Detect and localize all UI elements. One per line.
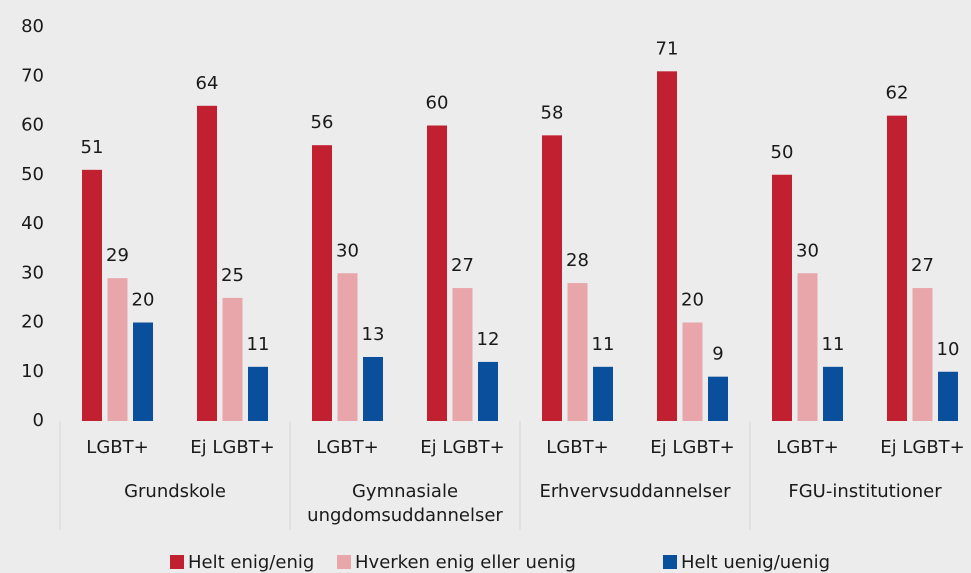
- x-tick-label: LGBT+: [546, 437, 608, 458]
- x-tick-label: LGBT+: [316, 437, 378, 458]
- y-tick-label: 40: [21, 213, 44, 234]
- bar: [478, 361, 498, 421]
- bar: [312, 145, 332, 421]
- legend-swatch: [337, 555, 351, 569]
- group-label: Grundskole: [124, 481, 226, 502]
- bar: [938, 371, 958, 421]
- data-label: 11: [592, 334, 615, 355]
- bar: [452, 288, 473, 421]
- legend-label: Helt enig/enig: [188, 552, 314, 573]
- x-tick-label: Ej LGBT+: [190, 437, 275, 458]
- data-label: 10: [937, 339, 960, 360]
- bar: [427, 125, 447, 421]
- data-label: 20: [132, 290, 155, 311]
- legend-swatch: [663, 555, 677, 569]
- data-label: 71: [656, 38, 679, 59]
- data-label: 28: [566, 250, 589, 271]
- bar: [107, 278, 128, 421]
- bar: [708, 376, 728, 421]
- data-label: 56: [311, 112, 334, 133]
- data-label: 62: [886, 83, 909, 104]
- legend-label: Helt uenig/uenig: [681, 552, 830, 573]
- bar: [657, 71, 677, 421]
- data-label: 27: [451, 255, 474, 276]
- y-tick-label: 20: [21, 312, 44, 333]
- legend-swatch: [170, 555, 184, 569]
- data-label: 25: [221, 265, 244, 286]
- data-label: 51: [81, 137, 104, 158]
- y-tick-label: 0: [33, 410, 44, 431]
- bar: [222, 297, 243, 421]
- data-label: 12: [477, 329, 500, 350]
- y-tick-label: 30: [21, 262, 44, 283]
- data-label: 27: [911, 255, 934, 276]
- data-label: 30: [796, 240, 819, 261]
- y-tick-label: 80: [21, 16, 44, 37]
- y-tick-label: 10: [21, 361, 44, 382]
- bar: [248, 366, 268, 421]
- x-tick-label: LGBT+: [776, 437, 838, 458]
- data-label: 11: [247, 334, 270, 355]
- bar: [363, 356, 383, 421]
- data-label: 64: [196, 73, 219, 94]
- bar: [593, 366, 613, 421]
- bar: [542, 135, 562, 421]
- data-label: 9: [712, 344, 723, 365]
- bar: [133, 322, 153, 421]
- bar: [772, 174, 792, 421]
- bar: [567, 283, 588, 421]
- bar: [797, 273, 818, 421]
- x-tick-label: Ej LGBT+: [420, 437, 505, 458]
- group-label: Gymnasiale ungdomsuddannelser: [307, 481, 503, 526]
- data-label: 29: [106, 245, 129, 266]
- bar: [912, 288, 933, 421]
- group-label: Erhvervsuddannelser: [539, 481, 731, 502]
- x-tick-label: Ej LGBT+: [650, 437, 735, 458]
- bar: [197, 105, 217, 422]
- bar: [887, 115, 907, 422]
- bar: [337, 273, 358, 421]
- y-tick-label: 60: [21, 115, 44, 136]
- data-label: 11: [822, 334, 845, 355]
- bar: [823, 366, 843, 421]
- data-label: 13: [362, 324, 385, 345]
- bar: [82, 169, 102, 421]
- data-label: 30: [336, 240, 359, 261]
- data-label: 58: [541, 102, 564, 123]
- group-label: FGU-institutioner: [788, 481, 942, 502]
- data-label: 60: [426, 93, 449, 114]
- data-label: 50: [771, 142, 794, 163]
- data-label: 20: [681, 290, 704, 311]
- x-tick-label: LGBT+: [86, 437, 148, 458]
- bar: [682, 322, 703, 421]
- y-tick-label: 70: [21, 65, 44, 86]
- legend-label: Hverken enig eller uenig: [355, 552, 576, 573]
- x-tick-label: Ej LGBT+: [880, 437, 965, 458]
- y-tick-label: 50: [21, 164, 44, 185]
